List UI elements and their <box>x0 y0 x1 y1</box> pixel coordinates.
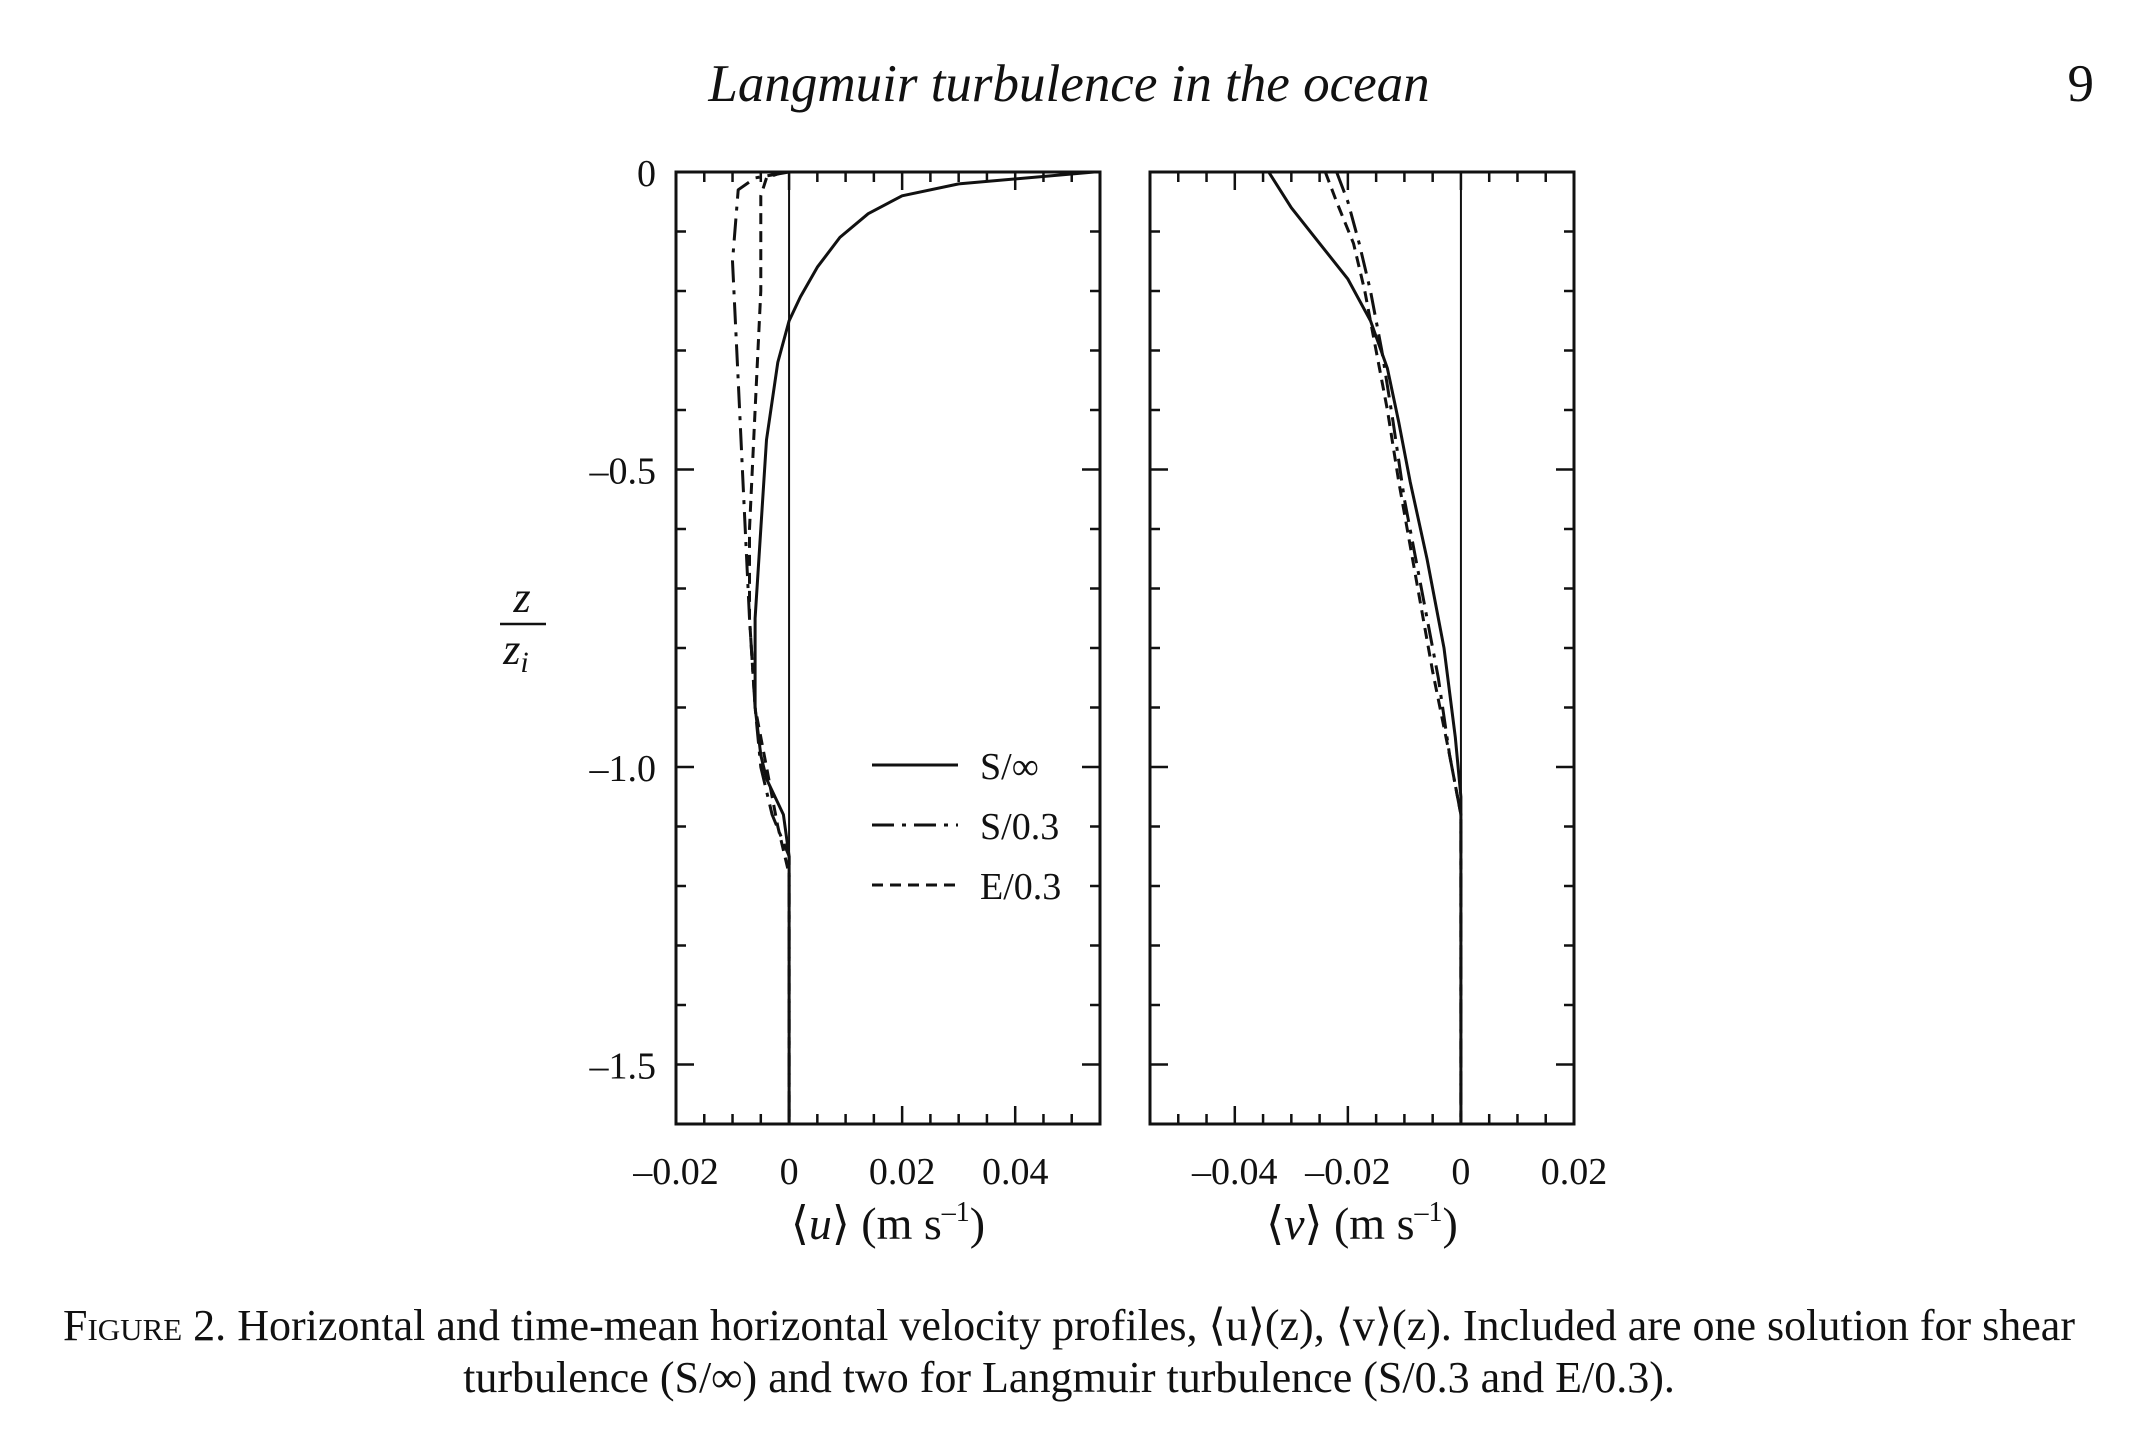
y-tick-label: –1.0 <box>589 748 657 790</box>
x-tick-label: 0 <box>1451 1151 1470 1193</box>
x-axis-label: ⟨v⟩ (m s–1) <box>1266 1197 1458 1249</box>
panel-u: –0.02 0 0.02 0.04 0 –0.5 –1.0 –1.5 ⟨u⟩ (m s–1) zz… <box>500 153 1102 1249</box>
legend-label: E/0.3 <box>980 866 1061 908</box>
x-tick-label: 0.02 <box>1541 1151 1608 1193</box>
running-title: Langmuir turbulence in the ocean <box>708 55 1430 113</box>
y-tick-label: –0.5 <box>589 451 657 493</box>
figure-caption: Figure 2. Horizontal and time-mean horiz… <box>60 1300 2078 1404</box>
x-axis-units: ⟩ (m s <box>1305 1198 1415 1249</box>
y-tick-label: –1.5 <box>589 1046 657 1088</box>
x-tick-label: 0.02 <box>869 1151 936 1193</box>
plot-frame <box>1148 170 1576 1126</box>
caption-label: Figure 2. <box>63 1301 227 1350</box>
x-axis-exponent: –1 <box>1414 1197 1443 1228</box>
x-axis-variable: u <box>809 1198 832 1249</box>
caption-text: Horizontal and time-mean horizontal velo… <box>237 1301 2075 1402</box>
angle-open: ⟨ <box>1266 1198 1284 1249</box>
x-axis-exponent: –1 <box>941 1197 970 1228</box>
x-tick-label: 0.04 <box>982 1151 1049 1193</box>
x-axis-variable: v <box>1284 1198 1305 1249</box>
series-line <box>731 170 791 1124</box>
y-axis-label-numerator: z <box>512 573 530 622</box>
x-tick-label: –0.02 <box>1304 1151 1391 1193</box>
y-axis-subscript: i <box>520 646 528 679</box>
series-line <box>1335 171 1463 1124</box>
x-axis-close: ) <box>970 1198 985 1249</box>
y-tick-label: 0 <box>637 153 656 195</box>
series-line <box>748 170 791 1124</box>
legend-label: S/0.3 <box>980 806 1059 848</box>
legend-label: S/∞ <box>980 746 1039 788</box>
x-tick-label: 0 <box>780 1151 799 1193</box>
x-tick-label: –0.02 <box>632 1151 719 1193</box>
x-axis-label: ⟨u⟩ (m s–1) <box>791 1197 985 1249</box>
angle-open: ⟨ <box>791 1198 809 1249</box>
y-axis-label-denominator: zi <box>502 625 528 679</box>
legend: S/∞ S/0.3 E/0.3 <box>872 746 1061 908</box>
x-axis-units: ⟩ (m s <box>832 1198 942 1249</box>
x-axis-close: ) <box>1443 1198 1458 1249</box>
figure: –0.02 0 0.02 0.040–0.5–1.0–1.5⟨u⟩ (m s–1)zz… <box>500 153 1608 1249</box>
series-line <box>1323 171 1463 1124</box>
series-line <box>753 170 1095 1124</box>
x-tick-label: –0.04 <box>1191 1151 1278 1193</box>
series-line <box>1267 171 1463 1124</box>
page-number: 9 <box>2067 55 2095 113</box>
plot-frame <box>674 170 1102 1126</box>
panel-v: –0.04 –0.02 0 0.02 ⟨v⟩ (m s–1) <box>1148 170 1608 1249</box>
